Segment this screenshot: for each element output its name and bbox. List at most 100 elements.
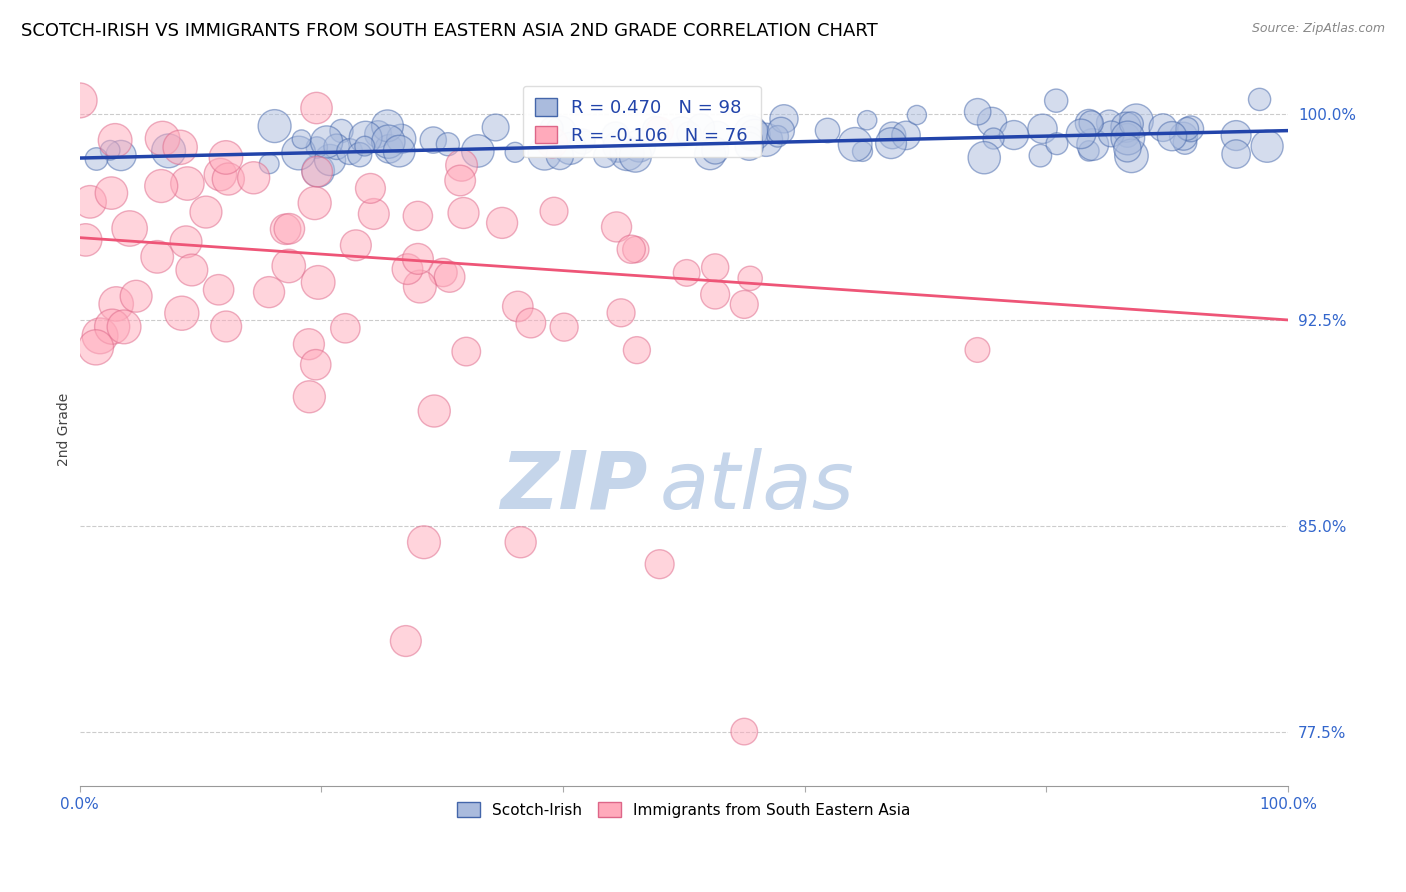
Point — [339, 145, 361, 159]
Point — [307, 164, 329, 178]
Point — [413, 535, 436, 549]
Point — [624, 149, 647, 163]
Point — [894, 128, 917, 143]
Point — [981, 115, 1004, 129]
Point — [169, 140, 191, 154]
Point — [699, 147, 721, 161]
Point — [305, 101, 328, 115]
Point — [307, 276, 329, 290]
Point — [1161, 129, 1184, 144]
Point — [353, 139, 375, 153]
Point — [439, 269, 461, 284]
Point — [335, 321, 357, 335]
Point — [880, 136, 903, 150]
Point — [844, 137, 866, 152]
Point — [571, 135, 593, 149]
Point — [257, 157, 280, 171]
Point — [616, 146, 638, 161]
Point — [644, 122, 666, 136]
Point — [553, 320, 575, 334]
Point — [112, 319, 135, 334]
Point — [541, 136, 564, 150]
Point — [773, 112, 796, 126]
Point — [1046, 136, 1069, 151]
Point — [769, 123, 792, 137]
Point — [315, 135, 337, 149]
Point — [1098, 116, 1121, 130]
Point — [485, 120, 508, 135]
Y-axis label: 2nd Grade: 2nd Grade — [58, 393, 72, 467]
Point — [98, 143, 121, 157]
Text: atlas: atlas — [659, 448, 855, 525]
Point — [344, 238, 367, 252]
Point — [257, 285, 280, 300]
Point — [449, 173, 471, 187]
Point — [215, 151, 238, 165]
Point — [319, 153, 342, 167]
Point — [396, 262, 419, 277]
Point — [89, 329, 111, 343]
Point — [738, 139, 761, 153]
Point — [1070, 127, 1092, 141]
Point — [180, 263, 202, 277]
Point — [389, 132, 412, 146]
Point — [607, 139, 630, 153]
Point — [409, 279, 432, 293]
Point — [509, 535, 531, 549]
Point — [675, 266, 697, 280]
Point — [242, 170, 264, 185]
Point — [450, 158, 472, 172]
Point — [330, 124, 353, 138]
Point — [740, 131, 762, 145]
Point — [740, 271, 762, 285]
Point — [325, 140, 347, 154]
Point — [86, 152, 108, 166]
Point — [437, 137, 460, 152]
Point — [706, 128, 728, 143]
Point — [105, 297, 128, 311]
Point — [624, 243, 647, 257]
Point — [678, 127, 700, 141]
Point — [377, 119, 399, 133]
Point — [217, 172, 239, 186]
Point — [1180, 121, 1202, 136]
Point — [157, 144, 180, 158]
Point — [548, 149, 571, 163]
Point — [467, 144, 489, 158]
Point — [690, 120, 713, 135]
Point — [146, 250, 169, 264]
Point — [395, 634, 418, 648]
Point — [626, 343, 648, 358]
Point — [558, 141, 581, 155]
Point — [1002, 128, 1025, 142]
Point — [118, 221, 141, 235]
Point — [207, 283, 229, 297]
Point — [1077, 116, 1099, 130]
Point — [75, 233, 97, 247]
Point — [620, 242, 643, 256]
Point — [367, 127, 389, 141]
Point — [406, 209, 429, 223]
Point — [378, 142, 401, 156]
Point — [1125, 114, 1147, 128]
Point — [453, 206, 475, 220]
Point — [209, 168, 232, 182]
Point — [170, 306, 193, 320]
Point — [263, 119, 285, 133]
Point — [1080, 116, 1102, 130]
Point — [882, 128, 904, 143]
Point — [1045, 94, 1067, 108]
Point — [100, 186, 122, 200]
Point — [755, 133, 778, 147]
Point — [628, 139, 651, 153]
Point — [125, 289, 148, 303]
Point — [593, 149, 616, 163]
Point — [287, 146, 309, 161]
Text: ZIP: ZIP — [501, 448, 648, 525]
Point — [290, 132, 312, 146]
Point — [101, 319, 124, 334]
Point — [298, 390, 321, 404]
Point — [520, 316, 543, 330]
Point — [1152, 120, 1174, 135]
Point — [574, 134, 596, 148]
